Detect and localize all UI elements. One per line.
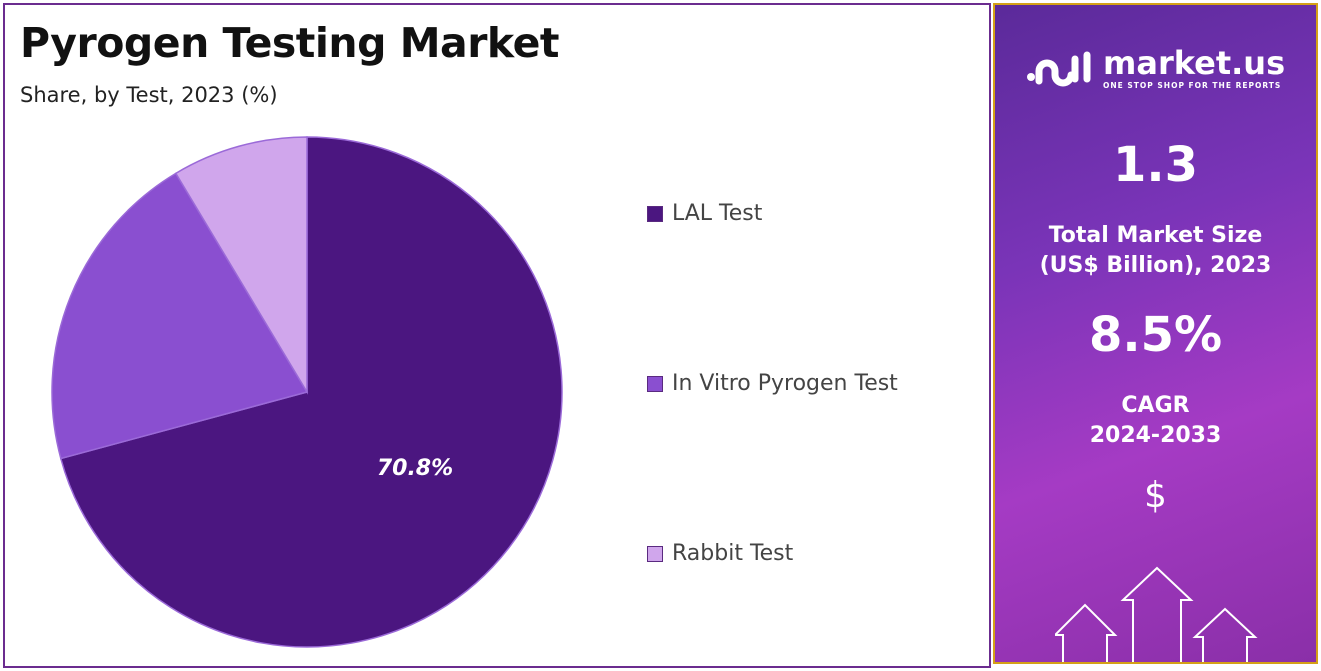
cagr-value: 8.5% xyxy=(1088,307,1223,363)
dollar-icon: $ xyxy=(1144,475,1167,516)
data-label: 70.8% xyxy=(377,456,453,481)
summary-panel: market.us ONE STOP SHOP FOR THE REPORTS … xyxy=(993,3,1318,664)
pie-slice-rabbit-test xyxy=(174,136,308,395)
market-us-logo-icon xyxy=(1027,51,1091,86)
chart-title: Pyrogen Testing Market xyxy=(20,19,560,67)
chart-subtitle: Share, by Test, 2023 (%) xyxy=(20,83,278,107)
pie-slice-in-vitro-pyrogen-test xyxy=(51,172,309,460)
legend-swatch xyxy=(647,375,663,392)
cagr-period: 2024-2033 xyxy=(1089,423,1222,448)
chart-panel: Pyrogen Testing Market Share, by Test, 2… xyxy=(3,3,991,668)
legend-item: Rabbit Test xyxy=(647,541,793,566)
cagr-label: CAGR xyxy=(1121,393,1190,418)
legend-label: Rabbit Test xyxy=(672,541,794,566)
brand-tagline: ONE STOP SHOP FOR THE REPORTS xyxy=(1103,81,1282,90)
brand-name: market.us xyxy=(1103,44,1286,82)
growth-arrows-icon xyxy=(1055,566,1258,662)
market-size-value: 1.3 xyxy=(1112,137,1199,193)
legend-item: LAL Test xyxy=(647,201,762,226)
market-size-label: Total Market Size xyxy=(1048,223,1263,248)
legend-swatch xyxy=(647,205,663,222)
legend-label: LAL Test xyxy=(672,201,763,226)
legend-label: In Vitro Pyrogen Test xyxy=(672,371,898,396)
legend-swatch xyxy=(647,545,663,562)
pie-chart: 70.8% xyxy=(51,136,563,648)
legend-item: In Vitro Pyrogen Test xyxy=(647,371,898,396)
market-size-unit: (US$ Billion), 2023 xyxy=(1039,253,1272,278)
brand-logo: market.us ONE STOP SHOP FOR THE REPORTS xyxy=(1025,47,1285,90)
pie-slice-lal-test xyxy=(59,136,563,648)
